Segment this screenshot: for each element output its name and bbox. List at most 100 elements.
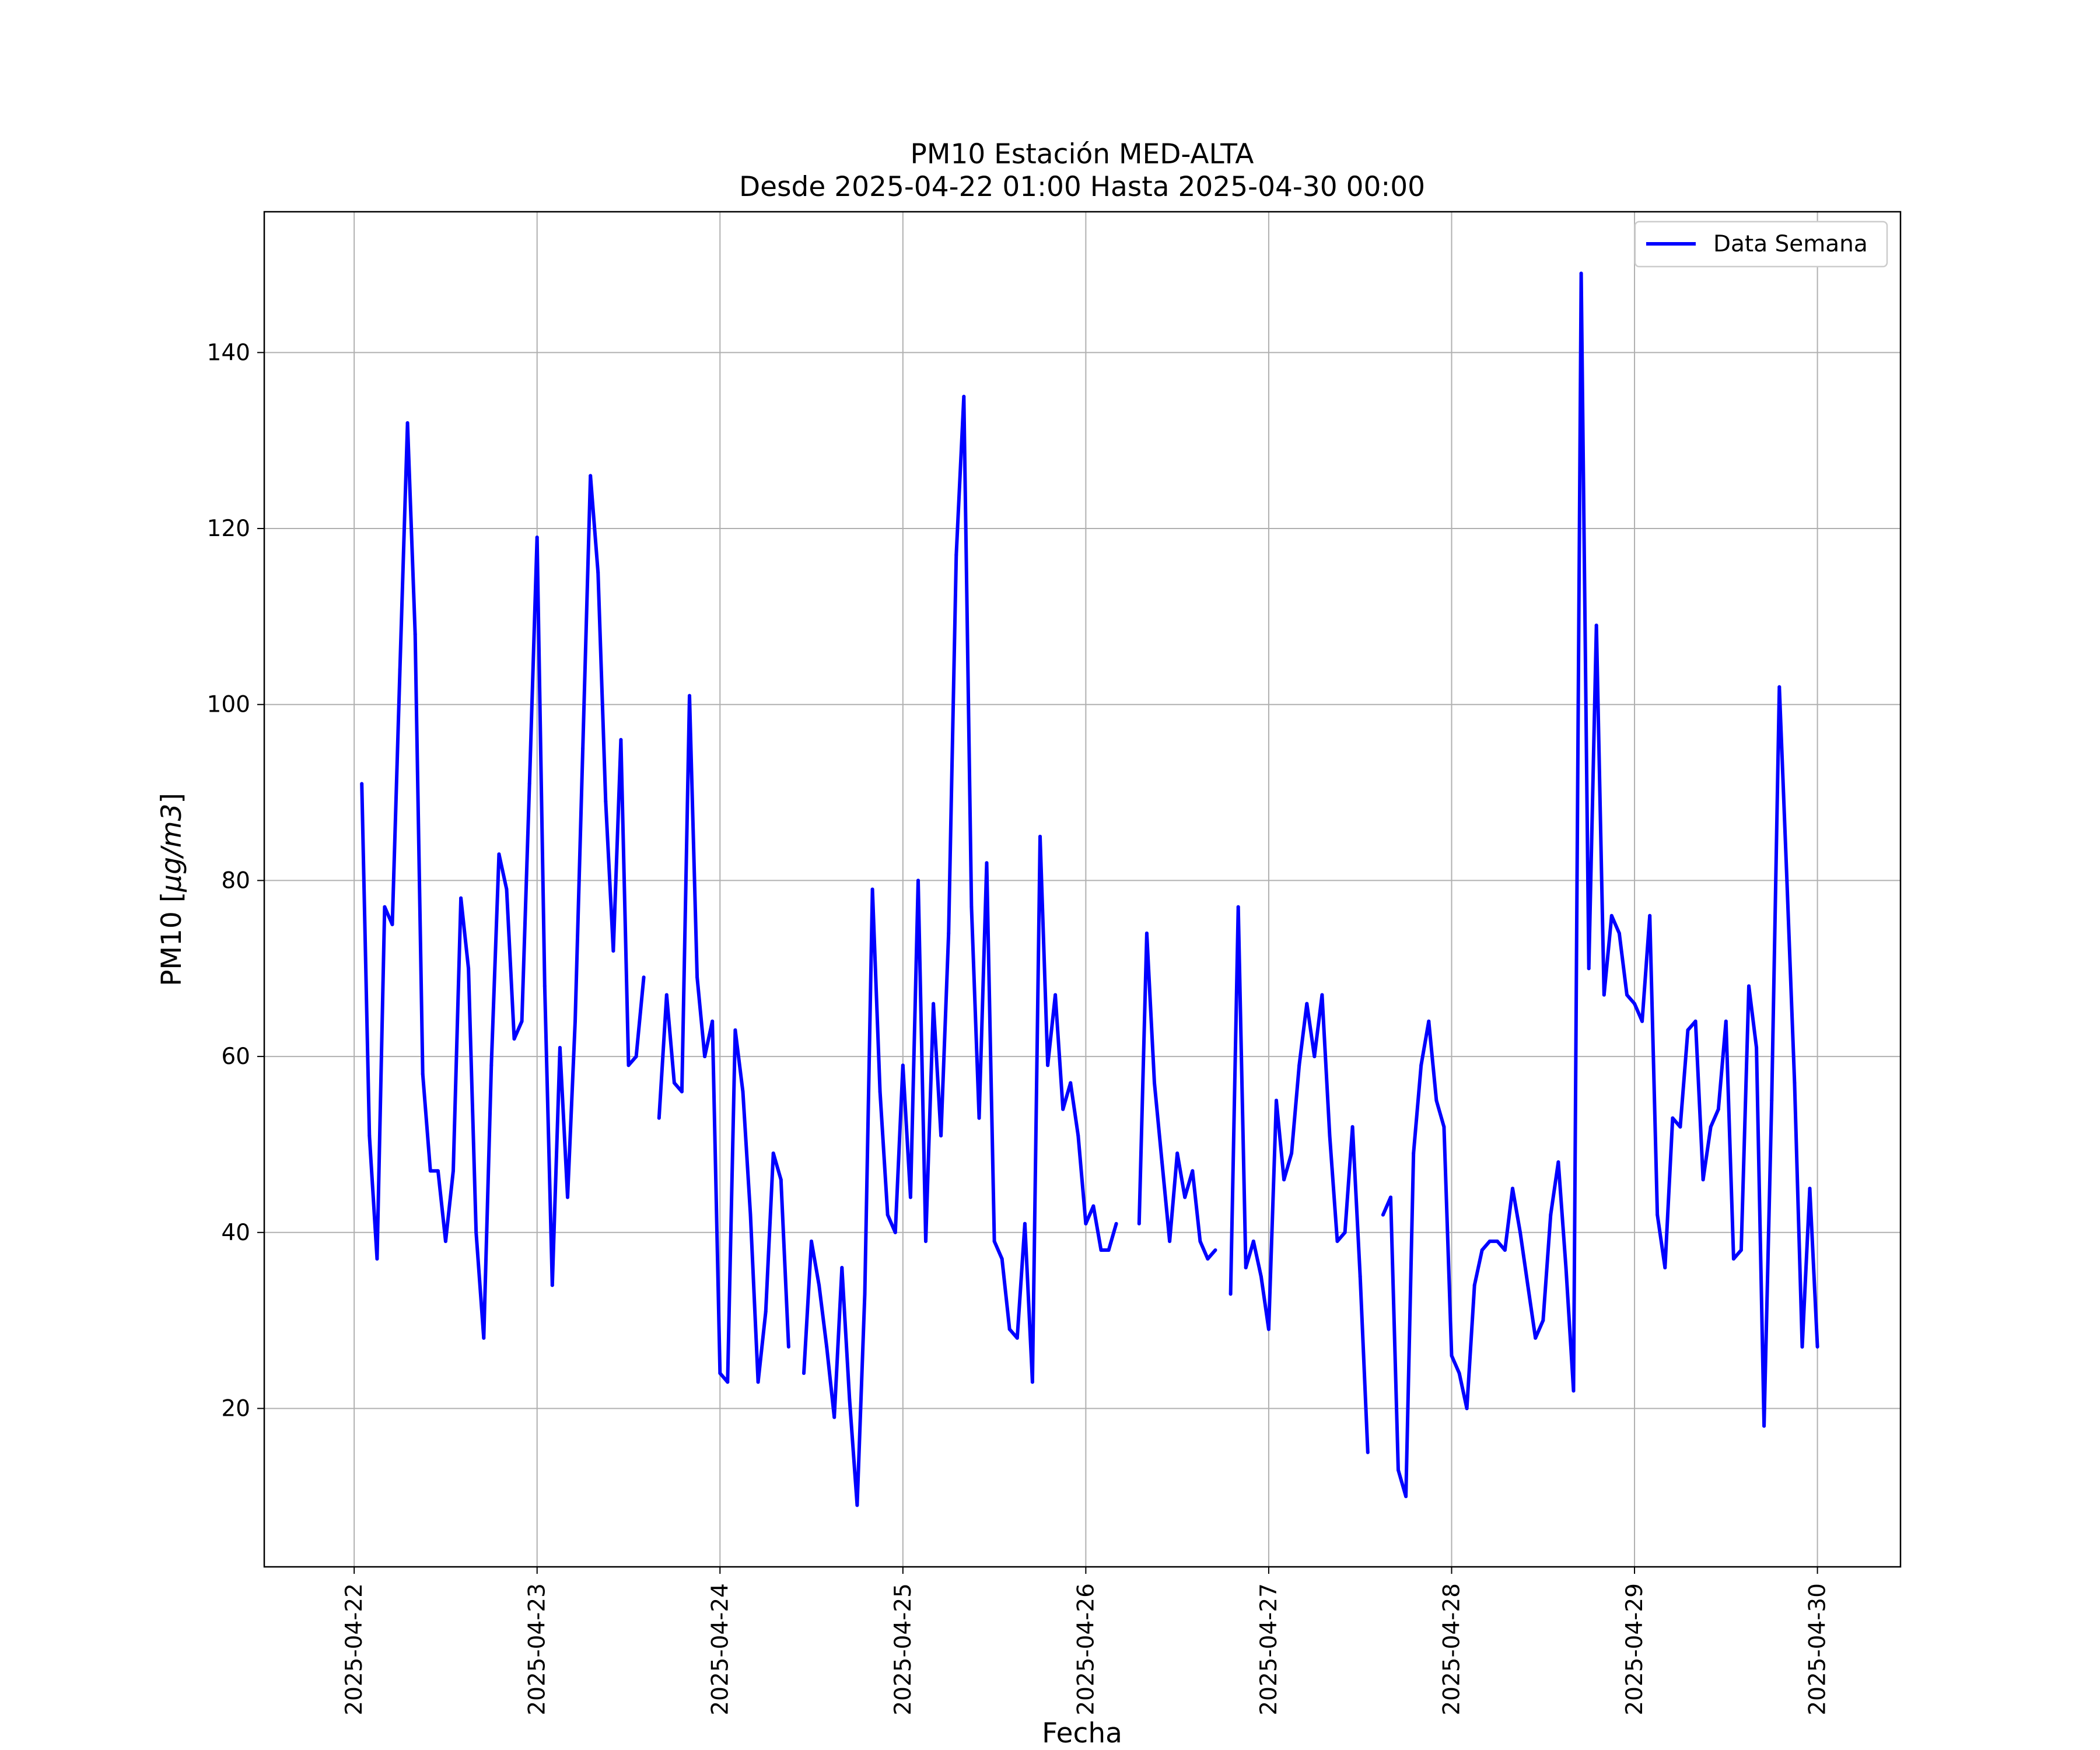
x-tick-label: 2025-04-24 [707, 1583, 733, 1716]
data-point [1404, 1494, 1408, 1499]
data-point [1434, 1098, 1438, 1102]
data-point [520, 1019, 524, 1023]
data-point [1450, 1354, 1454, 1357]
data-point [954, 553, 958, 557]
data-point [657, 1116, 661, 1120]
x-axis-ticks: 2025-04-22 2025-04-23 2025-04-24 2025-04-25… [341, 1567, 1831, 1716]
data-point [1175, 1152, 1180, 1155]
data-point [1785, 878, 1789, 883]
legend-label: Data Semana [1713, 231, 1868, 257]
data-point [1457, 1371, 1461, 1376]
data-point [771, 1152, 775, 1155]
data-point [1259, 1275, 1263, 1279]
data-point [1648, 914, 1652, 918]
data-point [703, 1055, 707, 1059]
data-point [1275, 1098, 1278, 1102]
y-tick-label: 80 [221, 867, 250, 894]
data-point [1290, 1152, 1294, 1155]
data-point [1046, 1063, 1050, 1068]
data-point [1442, 1125, 1446, 1129]
y-tick-label: 120 [207, 516, 250, 542]
data-point [1244, 1266, 1248, 1270]
data-point [756, 1380, 760, 1384]
data-point [1160, 1160, 1164, 1164]
chart-subtitle: Desde 2025-04-22 01:00 Hasta 2025-04-30 … [739, 171, 1425, 203]
data-point [497, 852, 501, 856]
data-point [1228, 1292, 1233, 1296]
y-tick-label: 60 [221, 1044, 250, 1070]
data-point [1556, 1160, 1560, 1164]
data-point [1282, 1178, 1286, 1182]
data-point [786, 1345, 790, 1349]
data-point [1609, 914, 1614, 918]
data-point [1335, 1239, 1339, 1243]
data-point [1526, 1283, 1530, 1287]
data-point [505, 887, 509, 891]
data-point [878, 1090, 882, 1094]
data-point [604, 799, 608, 803]
data-point [1488, 1239, 1492, 1243]
data-point [619, 738, 623, 742]
data-point [901, 1063, 905, 1068]
data-point [947, 931, 951, 935]
data-point [924, 1239, 928, 1243]
data-point [1739, 1248, 1743, 1252]
y-axis-label-suffix: ] [156, 793, 188, 803]
data-point [1518, 1230, 1522, 1234]
data-point [1412, 1152, 1416, 1155]
data-point [1015, 1336, 1019, 1340]
data-point [1495, 1239, 1499, 1243]
data-point [1099, 1248, 1103, 1252]
data-point [1168, 1239, 1172, 1243]
data-point [1625, 993, 1629, 997]
data-point [1054, 993, 1058, 997]
data-point [710, 1019, 715, 1023]
data-point [360, 782, 364, 786]
data-point [1480, 1248, 1484, 1252]
data-point [1030, 1380, 1034, 1384]
data-point [413, 632, 417, 636]
data-point [1251, 1239, 1255, 1243]
y-tick-label: 40 [221, 1220, 250, 1246]
data-point [1191, 1169, 1195, 1173]
data-point [1091, 1204, 1096, 1208]
data-point [626, 1063, 631, 1068]
data-point [1419, 1063, 1423, 1068]
data-point [1701, 1178, 1705, 1182]
data-point [893, 1230, 897, 1234]
data-point [748, 1213, 752, 1217]
data-point [452, 1169, 455, 1173]
data-point [1084, 1222, 1088, 1226]
chart-title: PM10 Estación MED-ALTA [911, 138, 1254, 170]
data-point [1770, 1098, 1774, 1102]
grid-lines [264, 212, 1901, 1567]
x-tick-label: 2025-04-27 [1256, 1583, 1282, 1716]
y-axis-label-unit: μg/m3 [156, 804, 188, 892]
data-point [810, 1239, 813, 1243]
data-point [589, 474, 593, 478]
data-point [741, 1090, 745, 1094]
data-point [398, 667, 402, 671]
y-axis-ticks: 20 40 60 80 100 120 140 [207, 340, 264, 1422]
y-tick-label: 140 [207, 340, 250, 366]
data-point [664, 993, 668, 997]
data-point [581, 747, 585, 751]
data-point [1793, 1081, 1797, 1085]
x-tick-label: 2025-04-26 [1073, 1583, 1099, 1716]
data-point [726, 1380, 730, 1384]
data-point [1069, 1081, 1073, 1085]
data-point [1350, 1125, 1354, 1129]
data-point [428, 1169, 432, 1173]
data-point [870, 887, 874, 891]
data-point [566, 1195, 569, 1199]
data-point [840, 1266, 844, 1270]
x-axis-label: Fecha [1042, 1717, 1122, 1749]
data-point [1808, 1186, 1812, 1191]
data-point [390, 922, 394, 926]
data-point [558, 1046, 562, 1049]
data-point [802, 1371, 806, 1376]
data-point [1747, 984, 1751, 988]
x-tick-label: 2025-04-23 [524, 1583, 551, 1716]
data-point [527, 782, 531, 786]
